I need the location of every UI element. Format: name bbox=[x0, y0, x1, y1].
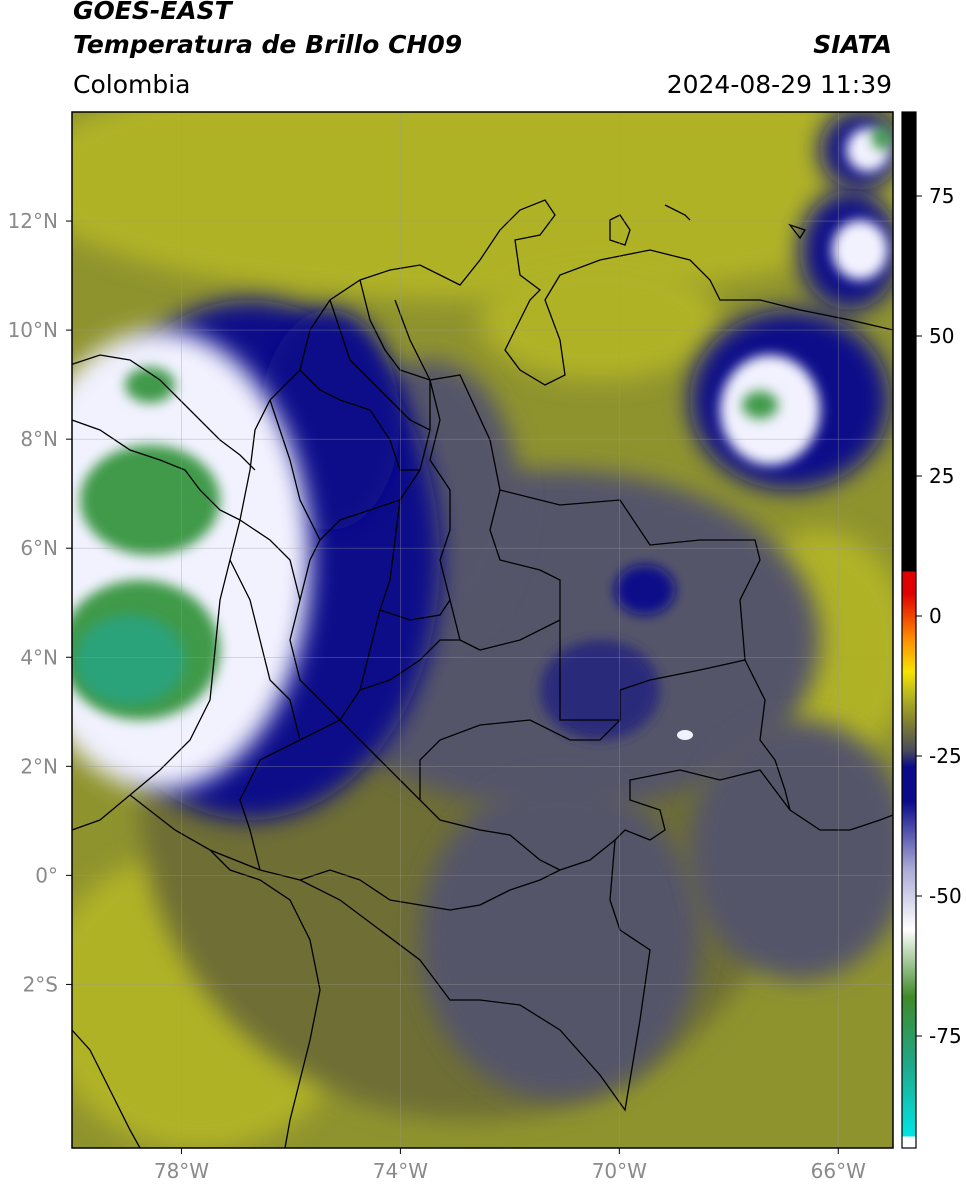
colorbar-tick-label-0: 75 bbox=[929, 184, 954, 208]
imagery-region-17 bbox=[75, 615, 185, 705]
lat-tick-label-6: 0° bbox=[35, 863, 58, 887]
colorbar: 75 50 25 0 -25 -50 -75 bbox=[901, 111, 962, 1149]
lon-tick-label-0: 78°W bbox=[154, 1159, 209, 1183]
imagery-region-23 bbox=[832, 220, 888, 280]
agency-label: SIATA bbox=[813, 30, 892, 59]
region-label: Colombia bbox=[73, 70, 191, 99]
brightness-temperature-imagery bbox=[72, 112, 893, 1148]
colorbar-tick-label-1: 50 bbox=[929, 324, 954, 348]
colorbar-ticks: 75 50 25 0 -25 -50 -75 bbox=[916, 184, 962, 1048]
imagery-region-11 bbox=[615, 565, 675, 615]
lat-tick-label-0: 12°N bbox=[8, 209, 58, 233]
imagery-region-7 bbox=[420, 780, 700, 1100]
lat-tick-label-3: 6°N bbox=[20, 536, 58, 560]
imagery-region-2 bbox=[480, 260, 720, 380]
colorbar-tick-label-6: -75 bbox=[929, 1024, 962, 1048]
imagery-region-8 bbox=[690, 720, 893, 980]
imagery-region-10 bbox=[540, 640, 660, 740]
colorbar-tick-label-4: -25 bbox=[929, 744, 962, 768]
imagery-region-15 bbox=[80, 445, 220, 555]
lat-tick-label-2: 8°N bbox=[20, 427, 58, 451]
lat-tick-label-7: 2°S bbox=[23, 972, 58, 996]
imagery-region-27 bbox=[677, 730, 693, 740]
lat-tick-label-1: 10°N bbox=[8, 318, 58, 342]
lat-tick-label-5: 2°N bbox=[20, 754, 58, 778]
gridlines bbox=[72, 112, 893, 1148]
imagery-region-26 bbox=[872, 126, 892, 150]
satellite-title: GOES-EAST bbox=[73, 0, 232, 25]
colorbar-frame bbox=[901, 111, 917, 1149]
latitude-axis: 12°N 10°N 8°N 6°N 4°N 2°N 0° 2°S bbox=[8, 209, 72, 996]
imagery-region-1 bbox=[72, 112, 893, 300]
imagery-region-18 bbox=[125, 367, 175, 403]
colorbar-gradient bbox=[902, 112, 916, 1148]
lon-tick-label-2: 70°W bbox=[592, 1159, 647, 1183]
colorbar-tick-label-3: 0 bbox=[929, 604, 942, 628]
country-boundaries bbox=[72, 199, 893, 1148]
imagery-region-21 bbox=[742, 391, 778, 419]
product-title: Temperatura de Brillo CH09 bbox=[73, 30, 463, 59]
map-frame bbox=[71, 111, 894, 1149]
lon-tick-label-1: 74°W bbox=[373, 1159, 428, 1183]
datetime-label: 2024-08-29 11:39 bbox=[666, 70, 892, 99]
lat-tick-label-4: 4°N bbox=[20, 645, 58, 669]
colorbar-tick-label-2: 25 bbox=[929, 464, 954, 488]
lon-tick-label-3: 66°W bbox=[811, 1159, 866, 1183]
colorbar-tick-label-5: -50 bbox=[929, 884, 962, 908]
longitude-axis: 78°W 74°W 70°W 66°W bbox=[154, 1148, 866, 1183]
